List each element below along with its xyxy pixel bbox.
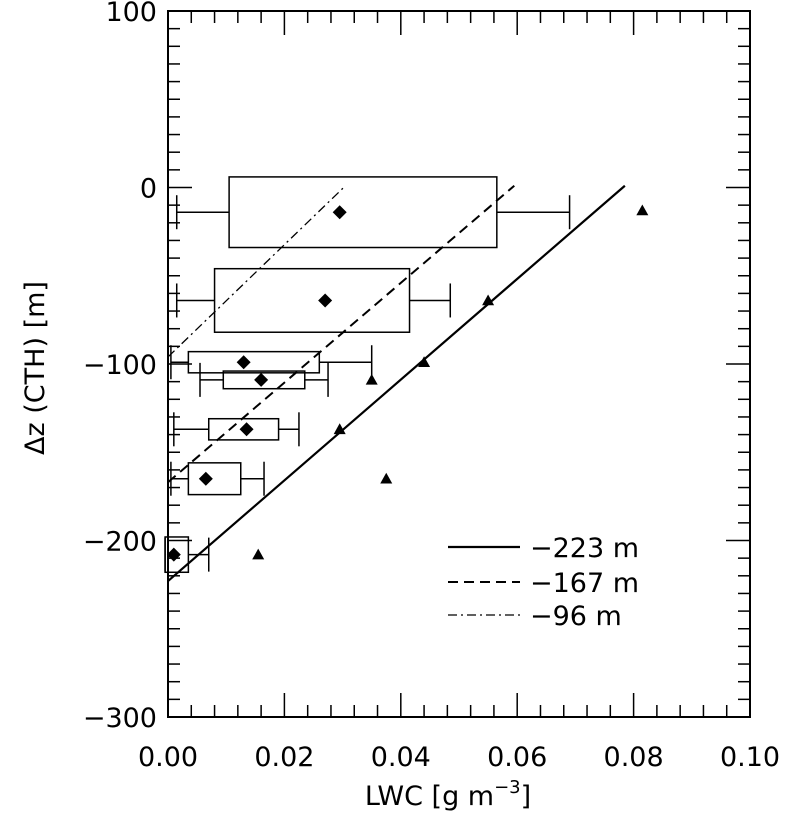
x-tick-label: 0.04	[371, 742, 431, 773]
x-axis-unit-close: ]	[521, 781, 532, 812]
x-axis-unit-exponent: −3	[494, 777, 521, 798]
triangle-marker	[418, 356, 431, 368]
x-tick-label: 0.06	[487, 742, 547, 773]
box	[187, 462, 242, 496]
x-tick-label: 0.08	[604, 742, 664, 773]
box-plot	[199, 362, 329, 397]
box-plot	[173, 412, 300, 447]
x-axis-label: LWC	[365, 781, 423, 812]
plot-frame	[167, 10, 751, 718]
x-axis-title: LWC [g m−3]	[365, 777, 531, 812]
box	[207, 417, 280, 441]
legend: −223 m −167 m−96 m	[448, 533, 639, 632]
triangle-markers	[252, 204, 649, 560]
mean-diamond	[239, 422, 254, 437]
legend-label: −167 m	[530, 568, 639, 599]
triangle-marker	[636, 204, 649, 216]
x-tick-label: 0.02	[254, 742, 314, 773]
box	[164, 536, 190, 574]
x-axis-unit: [g m	[432, 781, 495, 812]
y-tick-label: −200	[83, 527, 157, 558]
legend-label: −223 m	[530, 533, 639, 564]
box-plot	[175, 176, 571, 249]
box	[213, 267, 411, 333]
y-axis-title: Δz (CTH) [m]	[20, 281, 51, 455]
y-tick-label: −100	[83, 350, 157, 381]
mean-diamond	[318, 293, 333, 308]
triangle-marker	[482, 294, 495, 306]
box-plot	[175, 267, 452, 333]
mean-diamond	[254, 372, 269, 387]
box-plot	[170, 345, 373, 380]
triangle-marker	[252, 548, 265, 560]
mean-diamond	[198, 471, 213, 486]
y-tick-label: −300	[83, 703, 157, 734]
box-plots	[164, 176, 571, 574]
x-tick-label: 0.10	[720, 742, 780, 773]
mean-diamond	[332, 205, 347, 220]
fit-lines	[167, 184, 626, 582]
triangle-marker	[333, 423, 346, 435]
fit-line-dashdot	[167, 185, 346, 358]
box	[187, 350, 321, 374]
triangle-marker	[365, 373, 378, 385]
fit-line-dashed	[167, 184, 515, 484]
box	[228, 176, 498, 249]
mean-diamond	[236, 355, 251, 370]
box-plot	[170, 461, 265, 496]
mean-diamond	[166, 547, 181, 562]
fit-line-solid	[167, 184, 626, 582]
y-tick-label: 100	[105, 0, 157, 28]
y-axis-ticks: −300 −200 −100 0 100	[83, 0, 750, 734]
x-axis-ticks: 0.00 0.02 0.04 0.06 0.08 0.10	[138, 11, 780, 773]
box	[222, 370, 306, 390]
x-tick-label: 0.00	[138, 742, 198, 773]
box-plot	[164, 536, 210, 574]
legend-label: −96 m	[530, 601, 622, 632]
y-tick-label: 0	[140, 174, 157, 205]
triangle-marker	[380, 472, 393, 484]
